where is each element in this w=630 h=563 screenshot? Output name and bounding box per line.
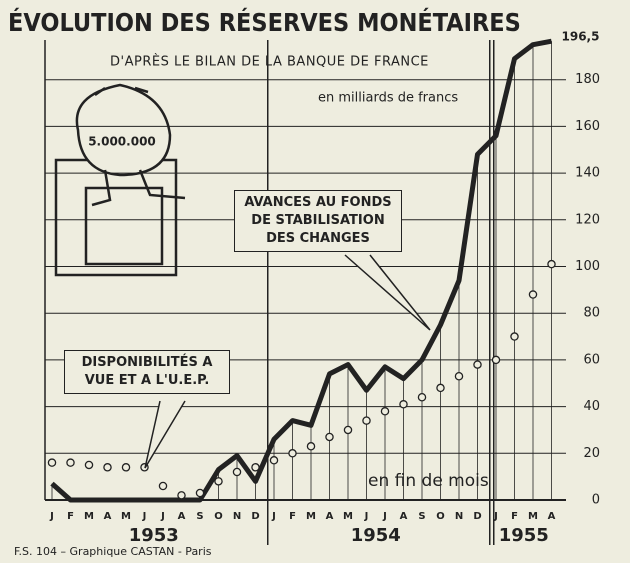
- data-point: [511, 333, 518, 340]
- x-tick-label: S: [418, 511, 425, 522]
- x-tick-label: J: [271, 511, 276, 522]
- data-point: [363, 417, 370, 424]
- x-tick-label: O: [436, 511, 445, 522]
- x-tick-label: M: [306, 511, 316, 522]
- data-point: [178, 492, 185, 499]
- x-tick-label: J: [142, 511, 147, 522]
- x-tick-label: D: [251, 511, 259, 522]
- x-tick-label: M: [121, 511, 131, 522]
- data-point: [289, 450, 296, 457]
- chart: ÉVOLUTION DES RÉSERVES MONÉTAIRES D'APRÈ…: [0, 0, 630, 563]
- x-tick-label: A: [326, 511, 334, 522]
- subtitle: D'APRÈS LE BILAN DE LA BANQUE DE FRANCE: [110, 54, 429, 70]
- data-point: [381, 408, 388, 415]
- x-tick-label: J: [49, 511, 54, 522]
- footer: F.S. 104 – Graphique CASTAN - Paris: [14, 545, 212, 558]
- x-tick-label: M: [528, 511, 538, 522]
- data-point: [455, 373, 462, 380]
- data-point: [122, 464, 129, 471]
- data-point: [270, 457, 277, 464]
- x-tick-label: M: [84, 511, 94, 522]
- chart-title: ÉVOLUTION DES RÉSERVES MONÉTAIRES: [8, 8, 521, 37]
- data-point: [48, 459, 55, 466]
- year-label: 1953: [129, 525, 179, 546]
- data-point: [67, 459, 74, 466]
- data-point: [196, 489, 203, 496]
- data-point: [326, 433, 333, 440]
- y-tick-label: 180: [575, 72, 600, 87]
- x-tick-label: J: [160, 511, 165, 522]
- data-point: [529, 291, 536, 298]
- x-tick-label: D: [473, 511, 481, 522]
- x-note: en fin de mois: [368, 471, 489, 491]
- x-tick-label: M: [343, 511, 353, 522]
- data-point: [437, 384, 444, 391]
- data-point: [159, 482, 166, 489]
- data-point: [215, 478, 222, 485]
- data-point: [233, 468, 240, 475]
- x-tick-label: J: [364, 511, 369, 522]
- money-bag: [77, 85, 170, 175]
- x-tick-label: F: [289, 511, 296, 522]
- x-tick-label: A: [178, 511, 186, 522]
- y-tick-label: 160: [575, 119, 600, 134]
- x-tick-label: A: [548, 511, 556, 522]
- data-point: [307, 443, 314, 450]
- y-tick-label: 100: [575, 259, 600, 274]
- page: ÉVOLUTION DES RÉSERVES MONÉTAIRES D'APRÈ…: [0, 0, 630, 563]
- y-tick-label: 80: [583, 306, 600, 321]
- x-tick-label: N: [455, 511, 463, 522]
- data-point: [252, 464, 259, 471]
- x-tick-label: A: [400, 511, 408, 522]
- illustration: 5.000.000: [56, 85, 185, 275]
- data-point: [104, 464, 111, 471]
- y-tick-label: 60: [583, 352, 600, 367]
- x-tick-label: S: [196, 511, 203, 522]
- data-point: [418, 394, 425, 401]
- y-tick-label: 0: [592, 493, 600, 508]
- data-point: [400, 401, 407, 408]
- x-tick-label: F: [67, 511, 74, 522]
- x-tick-label: J: [382, 511, 387, 522]
- safe: [56, 160, 176, 275]
- y-tick-label: 40: [583, 399, 600, 414]
- y-tick-label: 120: [575, 212, 600, 227]
- series-callout: AVANCES AU FONDS DE STABILISATION DES CH…: [234, 190, 402, 252]
- x-tick-label: O: [214, 511, 223, 522]
- x-tick-label: F: [511, 511, 518, 522]
- data-point: [492, 356, 499, 363]
- value-label: 196,5: [562, 30, 600, 44]
- year-label: 1955: [499, 525, 549, 546]
- series-callout: DISPONIBILITÉS A VUE ET A L'U.E.P.: [64, 350, 230, 394]
- data-point: [474, 361, 481, 368]
- data-point: [85, 461, 92, 468]
- x-tick-label: N: [233, 511, 241, 522]
- data-point: [344, 426, 351, 433]
- callout-pointer: [145, 401, 185, 468]
- unit-label: en milliards de francs: [318, 91, 458, 106]
- x-tick-label: A: [104, 511, 112, 522]
- data-point: [548, 261, 555, 268]
- year-label: 1954: [351, 525, 401, 546]
- illustration-label: 5.000.000: [88, 135, 156, 149]
- y-tick-label: 20: [583, 446, 600, 461]
- y-tick-label: 140: [575, 166, 600, 181]
